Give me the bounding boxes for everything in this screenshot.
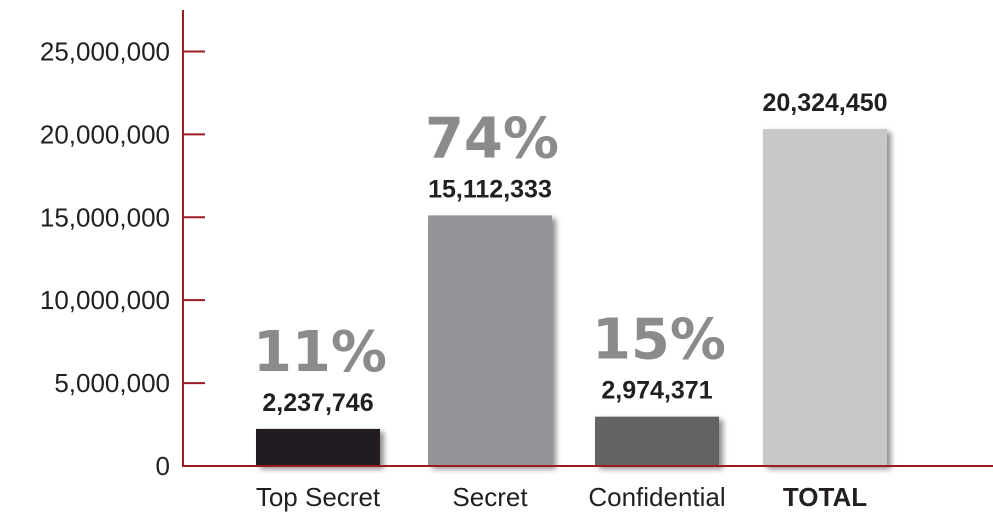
bars-group <box>256 128 887 467</box>
value-label: 2,237,746 <box>262 389 373 417</box>
category-label: Confidential <box>588 482 725 512</box>
category-label: Secret <box>452 482 528 512</box>
y-tick-label: 25,000,000 <box>40 36 170 66</box>
y-tick-label: 20,000,000 <box>40 119 170 149</box>
value-label: 2,974,371 <box>601 377 712 405</box>
y-tick-label: 5,000,000 <box>54 368 170 398</box>
value-label: 20,324,450 <box>762 89 887 117</box>
y-tick-label: 10,000,000 <box>40 285 170 315</box>
labels-group: 2,237,746 11% Top Secret 15,112,333 74% Secre… <box>253 89 888 512</box>
y-tick-label: 15,000,000 <box>40 202 170 232</box>
category-label: TOTAL <box>783 482 867 512</box>
bar-secret <box>428 215 552 466</box>
percent-label: 11% <box>253 320 387 385</box>
value-label: 15,112,333 <box>428 175 552 203</box>
bar-confidential <box>595 416 719 466</box>
y-axis-ticks: 0 5,000,000 10,000,000 15,000,000 20,000,000… <box>40 36 205 481</box>
y-tick-label: 0 <box>156 451 170 481</box>
bar-top-secret <box>256 428 380 466</box>
bar-total <box>763 128 887 467</box>
percent-label: 74% <box>425 106 559 171</box>
category-label: Top Secret <box>256 482 381 512</box>
percent-label: 15% <box>592 308 726 373</box>
